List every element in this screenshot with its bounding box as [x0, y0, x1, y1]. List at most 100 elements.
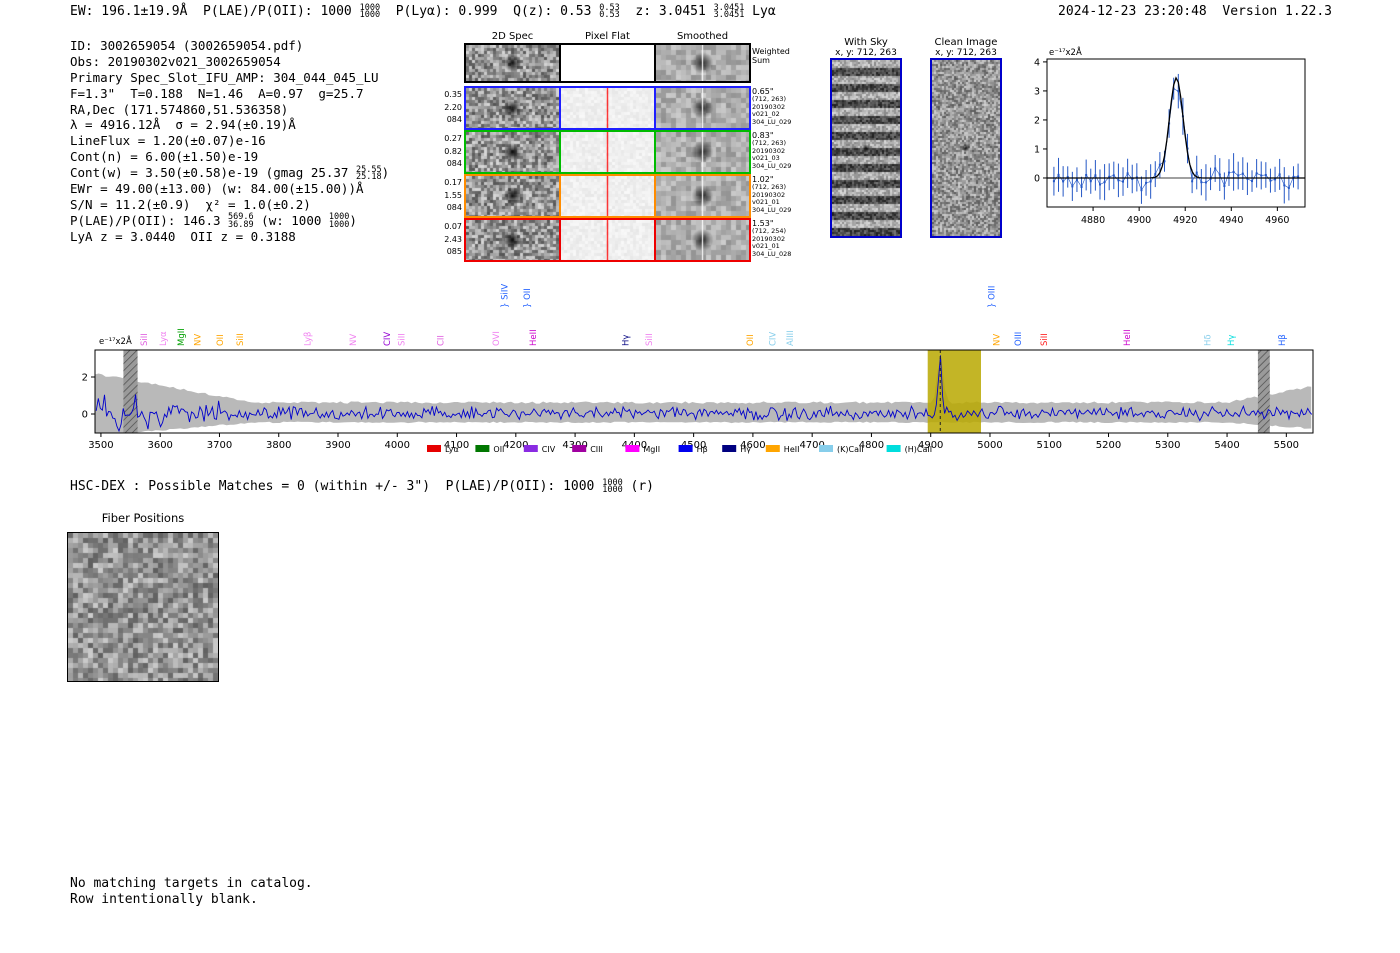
emission-line-label: CII: [437, 335, 447, 346]
emission-line-label: Hβ: [1278, 334, 1288, 346]
row-weight-labels: 0.07 2.43 085: [436, 221, 462, 259]
clean-image-title: Clean Image: [934, 37, 998, 48]
info-line: P(LAE)/P(OII): 146.3 569.6 36.89 (w: 1000…: [70, 213, 389, 229]
emission-line-label: CIV: [383, 332, 393, 346]
text-segment: EW: 196.1±19.9Å P(LAE)/P(OII): 1000: [70, 4, 360, 19]
legend-swatch: [572, 445, 587, 452]
emission-line-label: HeII: [529, 329, 539, 346]
pixel-flat-image: [559, 218, 656, 262]
weighted-sum-line: Weighted: [752, 47, 790, 56]
x-tick-label: 4100: [444, 440, 469, 451]
weighted-sum-line: Sum: [752, 56, 770, 65]
fraction-top: 1000: [602, 477, 623, 488]
text-segment: ID: 3002659054 (3002659054.pdf): [70, 38, 304, 53]
stacked-fraction: 1000 1000: [602, 477, 623, 495]
info-line: Cont(n) = 6.00(±1.50)e-19: [70, 149, 389, 165]
emission-line-label: SiII: [1040, 333, 1050, 346]
x-tick-label: 4500: [681, 440, 706, 451]
fiber-info-line: 20190302: [752, 234, 786, 243]
emission-line-label: OVI: [492, 331, 502, 346]
row-weight-value: 0.17: [444, 178, 462, 187]
text-segment: S/N = 11.2(±0.9) χ² = 1.0(±0.2): [70, 196, 311, 212]
x-tick-label: 3900: [325, 440, 350, 451]
fiber-info-line: 20190302: [752, 102, 786, 111]
with-sky-panel: [830, 58, 902, 238]
emission-line-label: OII: [746, 334, 756, 346]
text-segment: Obs: 20190302v021_3002659054: [70, 53, 281, 69]
legend-label: OII: [493, 445, 504, 454]
info-line: S/N = 11.2(±0.9) χ² = 1.0(±0.2): [70, 197, 389, 213]
legend-label: CIII: [590, 445, 603, 454]
fraction-top: 569.6: [228, 212, 254, 223]
fraction-bottom: 0.53: [599, 10, 620, 20]
y-axis-label: e⁻¹⁷x2Å: [1049, 46, 1082, 58]
emission-line-label: NV: [194, 334, 204, 346]
pixel-flat-image: [559, 130, 656, 174]
y-tick-label: 2: [1034, 115, 1040, 126]
emission-line-label: Hδ: [1203, 334, 1213, 346]
text-segment: z: 3.0451: [619, 4, 714, 19]
x-tick-label: 5000: [977, 440, 1002, 451]
fraction-bottom: 25.18: [355, 172, 382, 183]
with-sky-title: With Sky: [844, 37, 888, 48]
x-tick-label: 4920: [1173, 215, 1197, 226]
row-fiber-info: 1.53" (712, 254) 20190302 v021_01 304_LU_028: [752, 220, 791, 259]
fraction-top: 1000: [328, 212, 350, 223]
info-line: RA,Dec (171.574860,51.536358): [70, 102, 389, 118]
x-tick-label: 4880: [1081, 215, 1105, 226]
highlight-band: [927, 350, 981, 433]
x-tick-label: 5300: [1155, 440, 1180, 451]
report-version: Version 1.22.3: [1222, 4, 1332, 19]
twod-spec-image: [464, 43, 561, 83]
text-segment: P(LAE)/P(OII): 146.3: [70, 212, 229, 228]
report-timestamp: 2024-12-23 23:20:48: [1058, 4, 1207, 19]
emission-line-label: OII: [216, 334, 226, 346]
fiber-info-line: 0.65": [752, 87, 774, 96]
x-tick-label: 4200: [503, 440, 528, 451]
emission-line-label: NV: [992, 334, 1002, 346]
emission-line-label: SiII: [397, 333, 407, 346]
full-spectrum-svg: 3500360037003800390040004100420043004400…: [82, 284, 1314, 454]
row-weight-value: 1.55: [444, 190, 462, 200]
text-segment: HSC-DEX : Possible Matches = 0 (within +…: [70, 479, 603, 494]
emission-line-label: Hγ: [1227, 335, 1237, 346]
info-line: LineFlux = 1.20(±0.07)e-16: [70, 133, 389, 149]
fraction-bottom: 1000: [359, 10, 381, 20]
emission-line-label: NV: [349, 334, 359, 346]
fiber-info-line: (712, 263): [752, 94, 787, 103]
row-weight-value: 0.82: [444, 146, 462, 156]
info-line: F=1.3" T=0.188 N=1.46 A=0.97 g=25.7: [70, 86, 389, 102]
row-weight-value: 0.27: [444, 134, 462, 143]
emission-line-label: CIV: [768, 332, 778, 346]
line-fit-svg: 4880 4900 4920 4940 4960 0 1 2 3 4 e⁻¹⁷x2Å: [1034, 46, 1306, 226]
fiber-info-line: 304_LU_029: [752, 162, 792, 171]
error-band: [95, 358, 1312, 433]
legend-label: CIV: [542, 445, 556, 454]
report-meta: 2024-12-23 23:20:48 Version 1.22.3: [1048, 4, 1332, 19]
summary-header-line: EW: 196.1±19.9Å P(LAE)/P(OII): 1000 1000…: [70, 4, 776, 20]
legend-swatch: [886, 445, 901, 452]
row-weight-value: 085: [446, 247, 462, 257]
smoothed-image: [654, 130, 751, 174]
twod-spec-image: [464, 174, 561, 218]
row-weight-labels: 0.27 0.82 084: [436, 133, 462, 171]
y-tick-label: 3: [1034, 86, 1040, 97]
text-segment: LyA z = 3.0440 OII z = 0.3188: [70, 228, 296, 244]
fiber-info-line: v021_01: [752, 242, 780, 251]
y-tick-label: 4: [1034, 57, 1040, 68]
meta-spacer: [1207, 4, 1223, 19]
detection-info-block: ID: 3002659054 (3002659054.pdf) Obs: 2019…: [70, 38, 389, 245]
row-fiber-info: 0.65" (712, 263) 20190302 v021_02 304_LU_029: [752, 88, 791, 127]
info-line: LyA z = 3.0440 OII z = 0.3188: [70, 229, 389, 245]
y-axis-label: e⁻¹⁷x2Å: [99, 335, 132, 347]
legend-label: MgII: [643, 445, 660, 454]
fiber-info-line: v021_02: [752, 110, 780, 119]
x-tick-label: 5100: [1037, 440, 1062, 451]
legend-label: HeII: [784, 445, 800, 454]
legend-swatch: [625, 445, 640, 452]
catalog-match-line: HSC-DEX : Possible Matches = 0 (within +…: [70, 479, 654, 495]
pixel-flat-image: [559, 86, 656, 130]
twod-col-header: Pixel Flat: [585, 31, 630, 42]
legend-swatch: [722, 445, 737, 452]
